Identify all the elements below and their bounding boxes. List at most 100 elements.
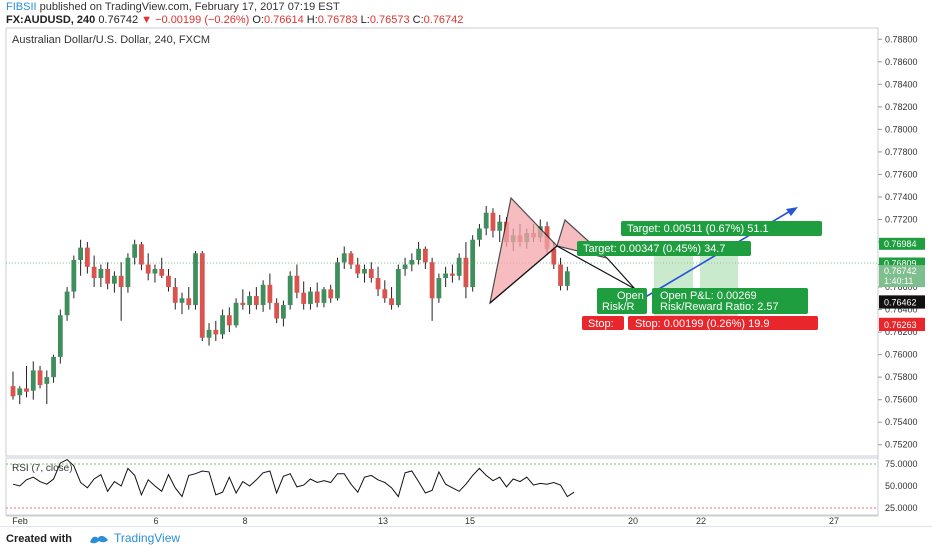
candle-body: [247, 296, 252, 306]
price-badge-label: 0.76984: [884, 239, 917, 249]
candle-body: [470, 239, 476, 288]
price-tick-label: 0.77800: [885, 147, 918, 157]
candle-body: [389, 298, 394, 306]
rsi-tick-label: 75.0000: [885, 459, 918, 469]
rsi-pane[interactable]: [5, 457, 879, 516]
candle-body: [558, 264, 563, 286]
candle-body: [139, 244, 144, 265]
candle-body: [10, 386, 16, 397]
open-left-box: [597, 288, 647, 314]
target-inner-box: [577, 241, 751, 256]
rr-text: Risk/Reward Ratio: 2.57: [660, 301, 779, 313]
candle-body: [551, 248, 557, 265]
candle-body: [382, 289, 388, 299]
candle-body: [497, 221, 503, 231]
tradingview-brand-link[interactable]: TradingView: [114, 531, 181, 545]
open-pl-box: [652, 288, 808, 314]
time-tick-label: 15: [465, 516, 475, 526]
author-link[interactable]: FIBSII: [6, 1, 37, 13]
candle-body: [71, 260, 77, 292]
rsi-tick-label: 50.0000: [885, 481, 918, 491]
rsi-line: [12, 458, 575, 498]
chart-canvas[interactable]: Australian Dollar/U.S. Dollar, 240, FXCM…: [0, 0, 932, 526]
price-tick-label: 0.78200: [885, 102, 918, 112]
candle-body: [443, 273, 449, 279]
chart-title: Australian Dollar/U.S. Dollar, 240, FXCM: [12, 34, 210, 46]
price-tick-label: 0.78400: [885, 79, 918, 89]
rsi-label: RSI (7, close): [12, 463, 73, 474]
candle-body: [206, 329, 212, 338]
candle-body: [294, 275, 300, 293]
price-badge: [879, 265, 925, 278]
target-label-outer[interactable]: Target: 0.00511 (0.67%) 51.1: [621, 221, 822, 236]
candle-body: [253, 296, 259, 306]
candle-body: [240, 302, 246, 306]
time-tick-label: Feb: [12, 516, 28, 526]
created-with-text: Created with: [6, 533, 73, 545]
price-tick-label: 0.75600: [885, 395, 918, 405]
candle-body: [112, 275, 117, 284]
price-tick-label: 0.75200: [885, 440, 918, 450]
stop-label[interactable]: Stop: Stop: 0.00199 (0.26%) 19.9: [582, 316, 818, 330]
close-value: 0.76742: [423, 14, 464, 26]
candle-body: [456, 257, 462, 276]
pattern-xb-line: [489, 245, 636, 304]
candle-body: [193, 253, 198, 306]
candle-body: [220, 315, 225, 335]
price-badge: [879, 296, 925, 309]
candle-body: [186, 298, 192, 306]
candle-body: [375, 278, 381, 290]
stop-left-text: Stop:: [588, 318, 614, 330]
candle-body: [355, 264, 361, 274]
high-label: H:: [306, 14, 318, 26]
price-badge-label: 0.76263: [884, 320, 917, 330]
candle-body: [64, 291, 70, 316]
price-tick-label: 0.78600: [885, 57, 918, 67]
candles-group: [10, 205, 570, 405]
candle-body: [105, 269, 111, 284]
open-label-left[interactable]: Open Risk/R: [597, 288, 647, 314]
candle-body: [348, 253, 354, 265]
close-label: C:: [412, 14, 424, 26]
candle-body: [416, 248, 421, 261]
candle-body: [226, 315, 232, 326]
candle-body: [267, 284, 273, 303]
publish-header: FIBSII published on TradingView.com, Feb…: [6, 1, 340, 13]
open-pl-text: Open P&L: 0.00269: [660, 290, 757, 302]
price-tick-label: 0.75800: [885, 372, 918, 382]
rsi-tick-label: 25.0000: [885, 503, 918, 513]
price-badge-label: 1:40:11: [884, 276, 913, 286]
candle-body: [51, 356, 56, 378]
publish-text: published on TradingView.com, February 1…: [39, 1, 340, 13]
target-outer-box: [621, 221, 822, 236]
candle-body: [301, 292, 307, 304]
candle-body: [341, 253, 347, 263]
price-tick-label: 0.77200: [885, 214, 918, 224]
open-pl-label[interactable]: Open P&L: 0.00269 Risk/Reward Ratio: 2.5…: [652, 288, 808, 314]
open-left-text: Open: [617, 290, 644, 302]
symbol-label: FX:AUDUSD, 240: [6, 14, 96, 26]
candle-body: [37, 370, 43, 386]
target-inner-text: Target: 0.00347 (0.45%) 34.7: [583, 243, 725, 255]
arrow-head-icon: [786, 207, 798, 216]
candle-body: [409, 260, 415, 265]
time-tick-label: 13: [378, 516, 388, 526]
candle-body: [125, 257, 131, 288]
price-tick-label: 0.76000: [885, 350, 918, 360]
price-badges: 0.769840.768090.767421:40:110.764730.764…: [879, 237, 925, 332]
candle-body: [490, 212, 496, 231]
price-tick-label: 0.76400: [885, 305, 918, 315]
candle-body: [274, 302, 280, 319]
candle-body: [166, 275, 171, 288]
candle-body: [78, 247, 83, 261]
time-tick-label: 8: [242, 516, 247, 526]
price-badge-label: 0.76809: [884, 259, 917, 269]
candle-body: [368, 269, 374, 279]
low-value: 0.76573: [369, 14, 410, 26]
target-label-inner[interactable]: Target: 0.00347 (0.45%) 34.7: [577, 241, 751, 256]
candle-body: [308, 291, 313, 304]
symbol-header: FX:AUDUSD, 240 0.76742 ▼ −0.00199 (−0.26…: [6, 14, 463, 26]
candle-body: [483, 212, 489, 229]
high-value: 0.76783: [317, 14, 358, 26]
candle-body: [118, 275, 124, 288]
